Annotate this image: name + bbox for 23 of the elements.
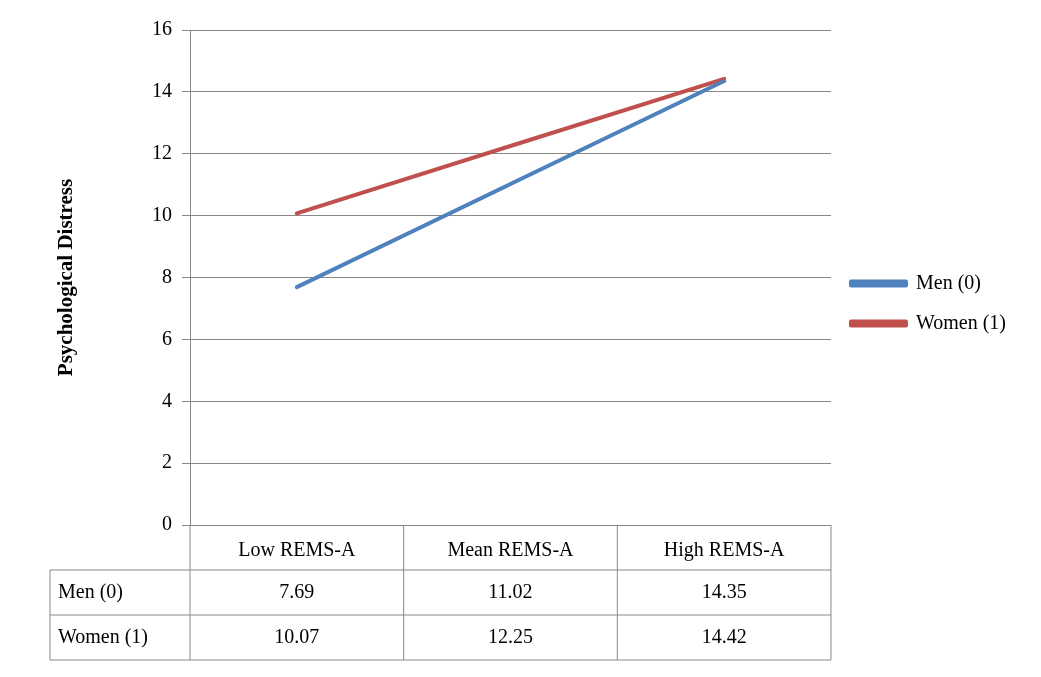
- y-tick-label: 6: [162, 326, 172, 349]
- data-label: 14.42: [701, 624, 747, 647]
- y-tick-label: 12: [152, 141, 172, 163]
- y-tick-label: 14: [152, 79, 172, 102]
- y-tick-label: 8: [162, 264, 172, 287]
- data-label: 10.07: [274, 624, 320, 647]
- data-label: 14.35: [701, 579, 747, 602]
- y-tick-label: 16: [152, 17, 172, 40]
- y-axis-title: Psychological Distress: [53, 178, 78, 377]
- x-tick-label: Low REMS-A: [238, 538, 356, 561]
- y-tick-label: 2: [162, 450, 172, 473]
- text: Women (1): [58, 624, 149, 647]
- data-label: 11.02: [488, 579, 533, 602]
- y-tick-label: 0: [162, 512, 172, 535]
- text: Men (0): [58, 579, 123, 602]
- data-label: 7.69: [279, 579, 315, 602]
- x-tick-label: Mean REMS-A: [447, 538, 575, 561]
- data-label: 12.25: [487, 624, 533, 647]
- legend-label: Women (1): [915, 310, 1006, 334]
- x-tick-label: High REMS-A: [663, 538, 785, 562]
- legend-label: Men (0): [915, 270, 981, 294]
- y-tick-label: 10: [152, 202, 172, 225]
- y-tick-label: 4: [162, 388, 172, 411]
